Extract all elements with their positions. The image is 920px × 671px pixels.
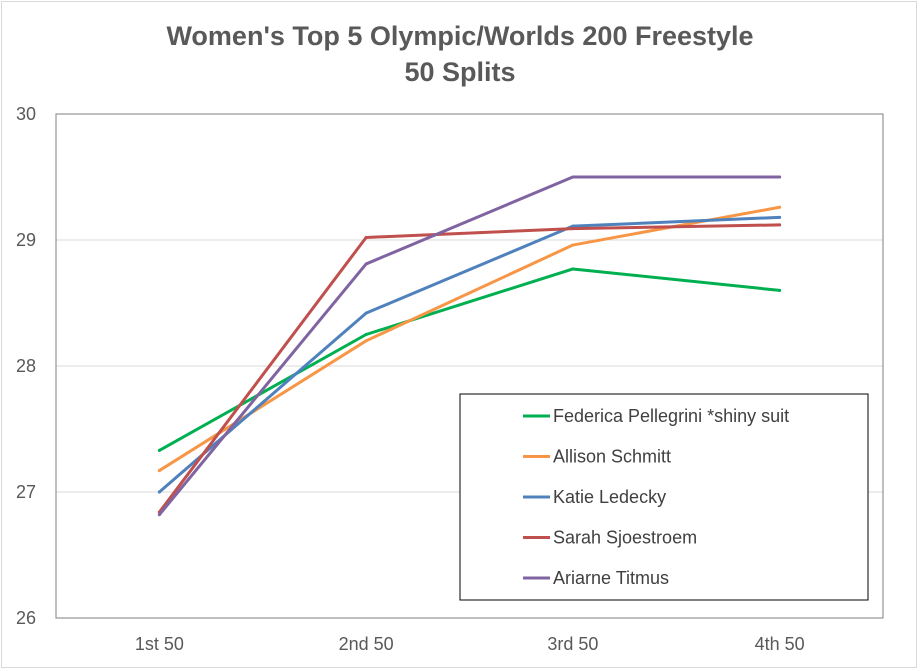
series-line bbox=[157, 267, 782, 452]
chart-subtitle: 50 Splits bbox=[404, 57, 516, 87]
data-point bbox=[778, 205, 782, 209]
y-tick-label: 28 bbox=[16, 356, 36, 376]
data-point bbox=[571, 224, 575, 228]
data-point bbox=[571, 243, 575, 247]
data-point bbox=[778, 223, 782, 227]
series-line bbox=[157, 175, 782, 517]
data-point bbox=[364, 262, 368, 266]
data-point bbox=[157, 469, 161, 473]
data-point bbox=[571, 227, 575, 231]
data-point bbox=[157, 513, 161, 517]
x-tick-label: 2nd 50 bbox=[339, 634, 394, 654]
legend-label: Katie Ledecky bbox=[553, 487, 666, 507]
y-tick-label: 29 bbox=[16, 230, 36, 250]
legend-label: Ariarne Titmus bbox=[553, 568, 669, 588]
data-point bbox=[364, 311, 368, 315]
x-axis-ticks: 1st 50 2nd 50 3rd 50 4th 50 bbox=[135, 634, 805, 654]
data-point bbox=[157, 490, 161, 494]
legend: Federica Pellegrini *shiny suit Allison S… bbox=[459, 393, 869, 601]
chart-title-block: Women's Top 5 Olympic/Worlds 200 Freesty… bbox=[0, 18, 920, 90]
series-line bbox=[157, 215, 782, 494]
series-line bbox=[157, 223, 782, 514]
chart-title: Women's Top 5 Olympic/Worlds 200 Freesty… bbox=[166, 21, 754, 51]
data-point bbox=[778, 288, 782, 292]
series-lines bbox=[157, 175, 782, 517]
data-point bbox=[364, 333, 368, 336]
y-tick-label: 30 bbox=[16, 104, 36, 124]
legend-label: Allison Schmitt bbox=[553, 447, 671, 467]
data-point bbox=[364, 339, 368, 343]
legend-label: Sarah Sjoestroem bbox=[553, 528, 697, 548]
data-point bbox=[364, 235, 368, 239]
x-tick-label: 4th 50 bbox=[755, 634, 805, 654]
y-tick-label: 26 bbox=[16, 608, 36, 628]
x-tick-label: 3rd 50 bbox=[547, 634, 598, 654]
legend-label: Federica Pellegrini *shiny suit bbox=[553, 406, 789, 426]
y-axis-ticks: 26 27 28 29 30 bbox=[16, 104, 36, 628]
data-point bbox=[571, 175, 575, 179]
plot-area-border bbox=[55, 113, 884, 619]
x-tick-label: 1st 50 bbox=[135, 634, 184, 654]
data-point bbox=[571, 267, 575, 271]
data-point bbox=[157, 448, 161, 452]
data-point bbox=[778, 215, 782, 219]
y-tick-label: 27 bbox=[16, 482, 36, 502]
data-point bbox=[778, 175, 782, 179]
